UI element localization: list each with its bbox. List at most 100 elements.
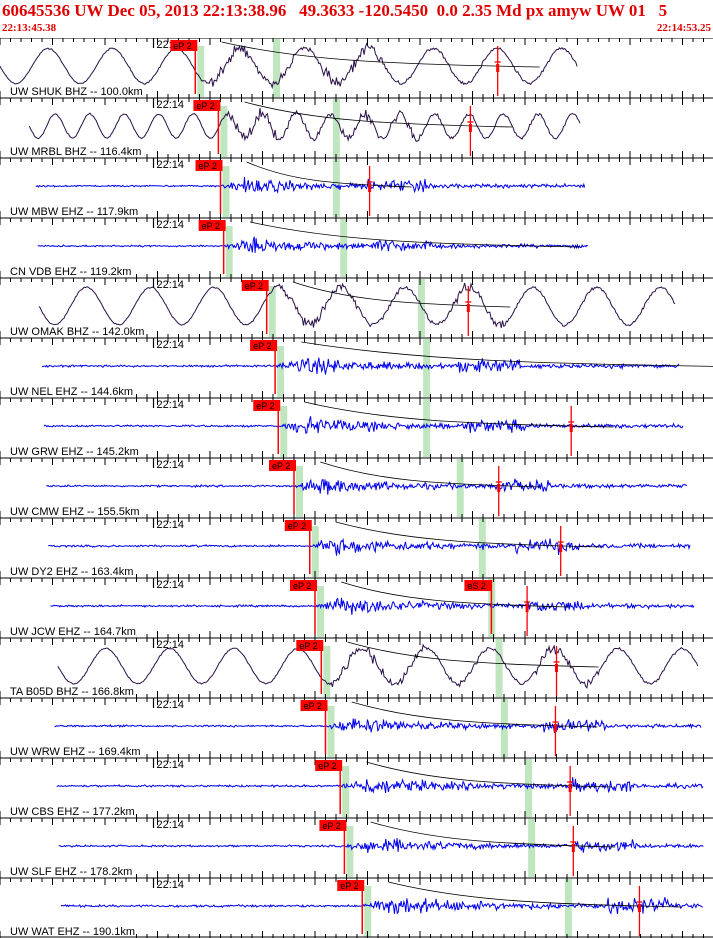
p-pick-label: eP 2 (272, 461, 290, 471)
p-pick-label-bg (250, 340, 278, 351)
waveform-trace (37, 236, 589, 253)
station-label-bg (9, 86, 144, 98)
coda-curve (221, 41, 540, 68)
waveform-trace (28, 107, 581, 143)
p-pick-label: eP 2 (293, 581, 311, 591)
coda-end-mark (568, 784, 572, 792)
trace-panel: 22:14 eP 2 UW WRW EHZ -- 169.4km (0, 697, 713, 758)
station-label: UW MBW EHZ -- 117.9km (10, 206, 138, 218)
p-pick-label: eP 2 (288, 521, 306, 531)
coda-curve (335, 521, 603, 548)
p-pick-label: eP 2 (340, 881, 358, 891)
station-label: UW CMW EHZ -- 155.5km (10, 506, 140, 518)
station-label-bg (9, 266, 133, 278)
waveform-trace (0, 42, 578, 90)
waveform-trace (35, 177, 586, 194)
station-label-bg (9, 446, 140, 458)
minute-label: 22:14 (157, 399, 185, 411)
waveform-trace (46, 478, 688, 495)
station-label: UW CBS EHZ -- 177.2km (10, 806, 135, 818)
end-time: 22:14:53.25 (656, 22, 711, 34)
station-label-bg (9, 806, 136, 818)
coda-curve (244, 101, 513, 128)
p-window (277, 346, 285, 397)
waveform-trace (56, 777, 704, 794)
p-window (268, 286, 276, 337)
coda-end-mark (496, 64, 500, 72)
p-pick-label: eP 2 (199, 161, 217, 171)
header: 60645536 UW Dec 05, 2013 22:13:38.96 49.… (0, 0, 713, 38)
coda-end-mark (497, 484, 501, 492)
station-label-bg (9, 506, 141, 518)
station-label: UW SLF EHZ -- 178.2km (10, 866, 132, 878)
start-time: 22:13:45.38 (2, 22, 57, 34)
coda-end-mark (569, 424, 573, 432)
coda-end-mark (466, 304, 470, 312)
waveform-trace (54, 718, 702, 734)
coda-end-mark (553, 724, 557, 732)
station-label-bg (9, 146, 143, 158)
p-pick-label: eP 2 (245, 281, 263, 291)
p-pick-label-bg (193, 100, 221, 111)
waveform-trace (38, 282, 676, 329)
p-pick-label-bg (315, 760, 343, 771)
coda-window (417, 279, 425, 337)
trace-panel: 22:14 eP 2 eS 2 UW JCW EHZ -- 164.7km (0, 577, 713, 638)
coda-curve (341, 581, 570, 608)
waveform-trace (50, 597, 695, 615)
waveform-trace (60, 897, 703, 915)
station-label: UW WAT EHZ -- 190.1km (10, 926, 135, 938)
station-label: CN VDB EHZ -- 119.2km (10, 266, 131, 278)
minute-label: 22:14 (157, 159, 185, 171)
station-label-bg (9, 326, 146, 338)
waveform-trace (58, 838, 704, 853)
p-pick-label: eP 2 (173, 41, 191, 51)
minute-label: 22:14 (157, 279, 185, 291)
trace-panel: 22:14 eP 2 UW CMW EHZ -- 155.5km (0, 457, 713, 518)
station-label-bg (9, 686, 135, 698)
p-window (225, 226, 233, 277)
coda-window (332, 159, 340, 217)
p-pick-label-bg (269, 460, 296, 471)
minute-label: 22:14 (157, 759, 185, 771)
coda-window (423, 399, 431, 457)
minute-label: 22:14 (157, 639, 185, 651)
trace-panel: 22:14 eP 2 UW MBW EHZ -- 117.9km (0, 157, 713, 218)
p-pick-label-bg (337, 880, 365, 891)
coda-window (456, 459, 464, 517)
p-pick-label: eP 2 (318, 761, 336, 771)
minute-label: 22:14 (157, 519, 185, 531)
minute-label: 22:14 (157, 339, 185, 351)
trace-panel: 22:14 eP 2 UW OMAK BHZ -- 142.0km (0, 277, 713, 338)
p-pick-label-bg (290, 580, 317, 591)
coda-window (273, 39, 280, 97)
coda-window (500, 699, 508, 757)
seismogram-plot: 22:14 eP 2 UW SHUK BHZ -- 100.0km 22:14 eP 2… (0, 38, 713, 938)
station-label-bg (9, 206, 140, 218)
p-window (311, 526, 319, 577)
coda-end-mark (468, 124, 472, 132)
trace-panel: 22:14 eP 2 UW GRW EHZ -- 145.2km (0, 397, 713, 458)
coda-window (528, 819, 536, 877)
station-label: TA B05D BHZ -- 166.8km (10, 686, 134, 698)
station-label-bg (9, 566, 135, 578)
p-window (342, 766, 350, 817)
coda-end-mark (555, 664, 558, 672)
p-window (364, 886, 372, 937)
p-pick-label: eP 2 (256, 401, 274, 411)
p-window (222, 166, 230, 217)
trace-panel: 22:14 eP 2 UW SLF EHZ -- 178.2km (0, 817, 713, 878)
p-window (317, 586, 324, 637)
p-window (323, 646, 331, 697)
coda-window (423, 339, 431, 397)
waveform-trace (48, 537, 691, 556)
waveform-trace (57, 643, 699, 689)
p-pick-label-bg (170, 40, 198, 51)
minute-label: 22:14 (157, 699, 185, 711)
p-window (327, 706, 335, 757)
station-label-bg (9, 746, 142, 758)
station-label: UW JCW EHZ -- 164.7km (10, 626, 136, 638)
coda-curve (292, 281, 511, 308)
coda-window (525, 759, 532, 817)
